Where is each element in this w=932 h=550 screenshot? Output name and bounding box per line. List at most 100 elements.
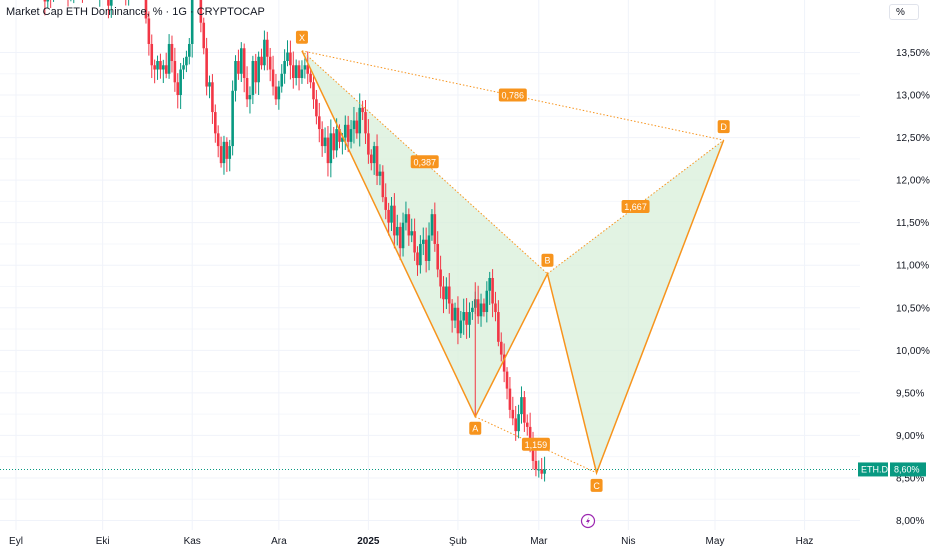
candle-body (401, 222, 405, 249)
candle-body (384, 197, 388, 210)
candle-body (179, 69, 182, 96)
candle-body (248, 95, 252, 100)
candle-body (237, 61, 240, 74)
candle-body (297, 65, 301, 79)
candle-body (156, 61, 159, 70)
candle-body (245, 78, 249, 100)
candle-body (494, 303, 497, 313)
candle-body (436, 243, 440, 270)
candle-body (46, 0, 50, 2)
candle-body (222, 141, 226, 164)
candle-body (289, 52, 292, 66)
candle-body (153, 65, 156, 70)
candle-body (355, 120, 359, 134)
candle-body (323, 137, 327, 147)
candle-body (208, 82, 211, 87)
flash-icon-bolt (586, 517, 590, 525)
candle-body (427, 235, 431, 261)
candle-body (523, 397, 526, 423)
candle-body (185, 56, 188, 66)
ratio-label: 0,387 (413, 157, 436, 167)
candle-body (378, 171, 382, 176)
candle-body (468, 312, 471, 325)
candle-body (309, 73, 312, 83)
candle-body (525, 422, 529, 427)
candle-body (182, 65, 185, 70)
candle-body (471, 307, 474, 313)
candle-body (430, 214, 434, 236)
candle-body (540, 469, 543, 474)
candle-body (205, 48, 208, 87)
candle-body (312, 82, 315, 100)
candle-body (410, 231, 414, 236)
x-tick-label: Ara (271, 536, 287, 547)
point-label-a: A (472, 424, 478, 434)
candle-body (320, 129, 324, 147)
y-tick-label: 8,00% (896, 516, 924, 527)
ratio-label-box (410, 155, 439, 169)
candle-body (219, 146, 223, 164)
unit-button[interactable]: % (889, 4, 919, 20)
candle-body (294, 65, 298, 79)
candle-body (537, 469, 541, 471)
x-axis[interactable]: Eyl Eki Kas Ara 2025 Şub Mar Nis May Haz (9, 536, 813, 547)
candle-body (393, 205, 396, 236)
candle-body (306, 65, 310, 74)
candle-body (211, 82, 214, 113)
candle-body (335, 129, 338, 151)
harmonic-pattern-fill (301, 50, 724, 473)
y-tick-label: 12,00% (896, 176, 930, 187)
candle-body (147, 18, 151, 44)
candle-body (517, 414, 520, 432)
y-axis[interactable]: 13,50% 13,00% 12,50% 12,00% 11,50% 11,00% 10,5… (858, 48, 930, 527)
flash-icon[interactable] (580, 513, 596, 529)
candle-body (159, 61, 162, 70)
candle-body (499, 341, 503, 355)
point-label-box (541, 253, 554, 267)
candle-body (456, 307, 460, 334)
x-tick-label: May (706, 536, 725, 547)
candle-body (234, 61, 237, 91)
candle-body (482, 303, 486, 313)
candle-body (43, 0, 47, 2)
candle-body (497, 312, 500, 342)
candle-body (173, 61, 177, 83)
candle-body (398, 226, 402, 249)
candle-body (271, 69, 275, 87)
candle-body (164, 65, 168, 74)
candle-body (407, 214, 411, 236)
candle-body (346, 124, 350, 142)
candle-body (514, 418, 517, 432)
candle-body (459, 320, 463, 334)
candle-body (390, 205, 393, 223)
candle-body (300, 69, 304, 79)
candle-body (372, 146, 376, 164)
candle-body (216, 133, 220, 147)
point-label-box (295, 30, 308, 44)
ratio-label: 0,786 (502, 90, 525, 100)
candle-body (369, 154, 373, 164)
candle-body (317, 116, 321, 130)
candle-body (534, 460, 538, 470)
y-tick-label: 10,50% (896, 303, 930, 314)
candle-body (225, 141, 229, 159)
x-tick-label: Şub (449, 536, 467, 547)
y-tick-label: 13,00% (896, 91, 930, 102)
symbol-tag-label: ETH.D (861, 464, 889, 474)
candle-body (265, 39, 269, 57)
candle-body (367, 133, 370, 155)
candle-body (214, 112, 217, 134)
candle-body (395, 226, 399, 236)
candle-body (231, 90, 234, 147)
candle-body (268, 56, 272, 70)
point-label-x: X (299, 33, 305, 43)
candle-body (485, 290, 489, 313)
candle-body (445, 286, 448, 300)
y-tick-label: 10,00% (896, 346, 930, 357)
y-tick-label: 12,50% (896, 133, 930, 144)
candle-body (283, 61, 286, 74)
point-label-d: D (720, 122, 727, 132)
candle-body (150, 43, 154, 66)
symbol-tag (858, 462, 888, 477)
